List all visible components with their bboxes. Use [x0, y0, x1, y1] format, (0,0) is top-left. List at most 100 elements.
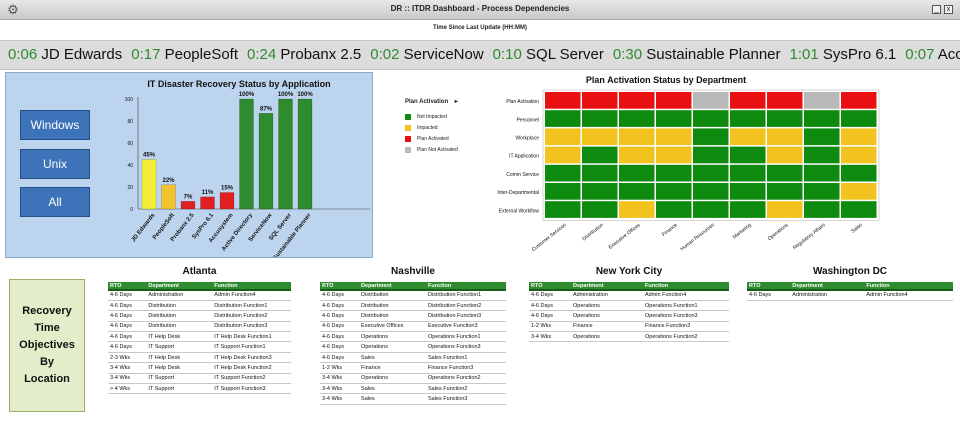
- heatmap-cell-plan-activation-customer-services[interactable]: [545, 92, 581, 109]
- table-row[interactable]: 4-6 Days IT Support IT Support Function1: [108, 341, 291, 353]
- column-header-rto[interactable]: RTO: [747, 282, 791, 291]
- heatmap-cell-workplace-operations[interactable]: [767, 128, 803, 146]
- heatmap-cell-inter-departmental-regulatory-affairs[interactable]: [804, 183, 840, 200]
- heatmap-cell-it-application-customer-services[interactable]: [545, 146, 581, 164]
- heatmap-cell-external-workflow-marketing[interactable]: [730, 201, 766, 218]
- table-row[interactable]: 4-6 Days Distribution Distribution Functio…: [320, 290, 506, 301]
- heatmap-cell-external-workflow-regulatory-affairs[interactable]: [804, 201, 840, 218]
- column-header-department[interactable]: Department: [790, 282, 865, 291]
- heatmap-cell-personnel-marketing[interactable]: [730, 110, 766, 127]
- heatmap-cell-inter-departmental-operations[interactable]: [767, 183, 803, 200]
- heatmap-cell-comm-service-regulatory-affairs[interactable]: [804, 164, 840, 182]
- heatmap-cell-external-workflow-operations[interactable]: [767, 201, 803, 218]
- heatmap-cell-personnel-customer-services[interactable]: [545, 110, 581, 127]
- heatmap-cell-inter-departmental-finance[interactable]: [656, 183, 692, 200]
- column-header-department[interactable]: Department: [146, 282, 213, 291]
- heatmap-cell-it-application-regulatory-affairs[interactable]: [804, 146, 840, 164]
- heatmap-cell-external-workflow-distribution[interactable]: [582, 201, 618, 218]
- legend-item[interactable]: Impacted: [405, 125, 495, 136]
- table-row[interactable]: 4-6 Days Executive Offices Executive Funct…: [320, 321, 506, 333]
- heatmap-cell-comm-service-executive-offices[interactable]: [619, 164, 655, 182]
- heatmap-cell-plan-activation-operations[interactable]: [767, 92, 803, 109]
- heatmap-cell-plan-activation-executive-offices[interactable]: [619, 92, 655, 109]
- heatmap-cell-comm-service-customer-services[interactable]: [545, 164, 581, 182]
- table-row[interactable]: 4-6 Days IT Help Desk IT Help Desk Functio…: [108, 331, 291, 343]
- heatmap-cell-comm-service-marketing[interactable]: [730, 164, 766, 182]
- table-row[interactable]: 3-4 Wks IT Help Desk IT Help Desk Function…: [108, 362, 291, 374]
- heatmap-cell-plan-activation-distribution[interactable]: [582, 92, 618, 109]
- table-row[interactable]: 1-2 Wks Finance Finance Function3: [320, 362, 506, 374]
- heatmap-cell-workplace-marketing[interactable]: [730, 128, 766, 146]
- table-row[interactable]: 3-4 Wks Sales Sales Function3: [320, 393, 506, 405]
- heatmap-cell-plan-activation-human-resources[interactable]: [693, 92, 729, 109]
- bar-probanx-2-5[interactable]: [180, 201, 196, 210]
- table-row[interactable]: 4-6 Days Operations Operations Function1: [529, 300, 729, 312]
- table-row[interactable]: 4-6 Days Sales Sales Function1: [320, 352, 506, 364]
- heatmap-cell-external-workflow-human-resources[interactable]: [693, 201, 729, 218]
- table-row[interactable]: > 4 Wks IT Support IT Support Function3: [108, 383, 291, 395]
- heatmap-cell-comm-service-operations[interactable]: [767, 164, 803, 182]
- heatmap-cell-personnel-sales[interactable]: [841, 110, 877, 127]
- close-button[interactable]: x: [944, 5, 953, 14]
- heatmap-cell-workplace-sales[interactable]: [841, 128, 877, 146]
- column-header-function[interactable]: Function: [864, 282, 953, 291]
- table-row[interactable]: 3-4 Wks Operations Operations Function2: [529, 331, 729, 343]
- bar-sustainable-planner[interactable]: [297, 98, 313, 210]
- heatmap-cell-inter-departmental-human-resources[interactable]: [693, 183, 729, 200]
- table-row[interactable]: 4-6 Days Distribution Distribution Functio…: [108, 310, 291, 322]
- heatmap-cell-personnel-distribution[interactable]: [582, 110, 618, 127]
- heatmap-cell-plan-activation-regulatory-affairs[interactable]: [804, 92, 840, 109]
- table-row[interactable]: 4-6 Days Distribution Distribution Functio…: [108, 300, 291, 312]
- heatmap-cell-inter-departmental-customer-services[interactable]: [545, 183, 581, 200]
- legend-item[interactable]: Not Impacted: [405, 114, 495, 125]
- heatmap-cell-workplace-regulatory-affairs[interactable]: [804, 128, 840, 146]
- table-row[interactable]: 3-4 Wks Sales Sales Function2: [320, 383, 506, 395]
- minimize-button[interactable]: _: [932, 5, 941, 14]
- column-header-rto[interactable]: RTO: [108, 282, 147, 291]
- heatmap-cell-workplace-finance[interactable]: [656, 128, 692, 146]
- heatmap-cell-inter-departmental-sales[interactable]: [841, 183, 877, 200]
- heatmap-cell-it-application-human-resources[interactable]: [693, 146, 729, 164]
- legend-item[interactable]: Plan Activated: [405, 136, 495, 147]
- bar-syspro-6-1[interactable]: [200, 196, 215, 210]
- bar-servicenow[interactable]: [258, 113, 274, 210]
- heatmap-cell-it-application-distribution[interactable]: [582, 146, 618, 164]
- heatmap-cell-workplace-distribution[interactable]: [582, 128, 618, 146]
- legend-item[interactable]: Plan Not Activated: [405, 147, 495, 158]
- table-row[interactable]: 4-6 Days Distribution Distribution Functio…: [320, 310, 506, 322]
- table-row[interactable]: 4-6 Days Administration Admin Function4: [747, 290, 953, 301]
- bar-active-directory[interactable]: [239, 98, 254, 210]
- heatmap-cell-workplace-customer-services[interactable]: [545, 128, 581, 146]
- heatmap-cell-personnel-executive-offices[interactable]: [619, 110, 655, 127]
- table-row[interactable]: 4-6 Days Operations Operations Function3: [529, 310, 729, 322]
- heatmap-cell-it-application-finance[interactable]: [656, 146, 692, 164]
- heatmap-cell-workplace-executive-offices[interactable]: [619, 128, 655, 146]
- heatmap-cell-comm-service-finance[interactable]: [656, 164, 692, 182]
- all-filter-button[interactable]: All: [20, 187, 90, 217]
- bar-peoplesoft[interactable]: [161, 184, 176, 210]
- column-header-rto[interactable]: RTO: [320, 282, 360, 291]
- windows-filter-button[interactable]: Windows: [20, 110, 90, 140]
- table-row[interactable]: 4-6 Days Administration Admin Function4: [529, 290, 729, 301]
- heatmap-cell-external-workflow-executive-offices[interactable]: [619, 201, 655, 218]
- table-row[interactable]: 4-6 Days Distribution Distribution Functio…: [108, 321, 291, 333]
- heatmap-cell-external-workflow-customer-services[interactable]: [545, 201, 581, 218]
- column-header-department[interactable]: Department: [571, 282, 643, 291]
- heatmap-cell-external-workflow-sales[interactable]: [841, 201, 877, 218]
- gear-icon[interactable]: ⚙: [7, 2, 19, 17]
- heatmap-cell-comm-service-distribution[interactable]: [582, 164, 618, 182]
- column-header-function[interactable]: Function: [426, 282, 506, 291]
- column-header-rto[interactable]: RTO: [529, 282, 571, 291]
- table-row[interactable]: 4-6 Days Distribution Distribution Functio…: [320, 300, 506, 312]
- heatmap-cell-plan-activation-sales[interactable]: [841, 92, 877, 109]
- column-header-function[interactable]: Function: [212, 282, 291, 291]
- heatmap-cell-personnel-operations[interactable]: [767, 110, 803, 127]
- legend-header[interactable]: Plan Activation ▸: [405, 98, 495, 105]
- bar-jd-edwards[interactable]: [141, 159, 157, 210]
- heatmap-cell-inter-departmental-distribution[interactable]: [582, 183, 618, 200]
- bar-sql-server[interactable]: [278, 98, 293, 210]
- column-header-function[interactable]: Function: [643, 282, 729, 291]
- heatmap-cell-it-application-marketing[interactable]: [730, 146, 766, 164]
- table-row[interactable]: 3-4 Wks Operations Operations Function2: [320, 373, 506, 385]
- table-row[interactable]: 2-3 Wks IT Help Desk IT Help Desk Function…: [108, 352, 291, 364]
